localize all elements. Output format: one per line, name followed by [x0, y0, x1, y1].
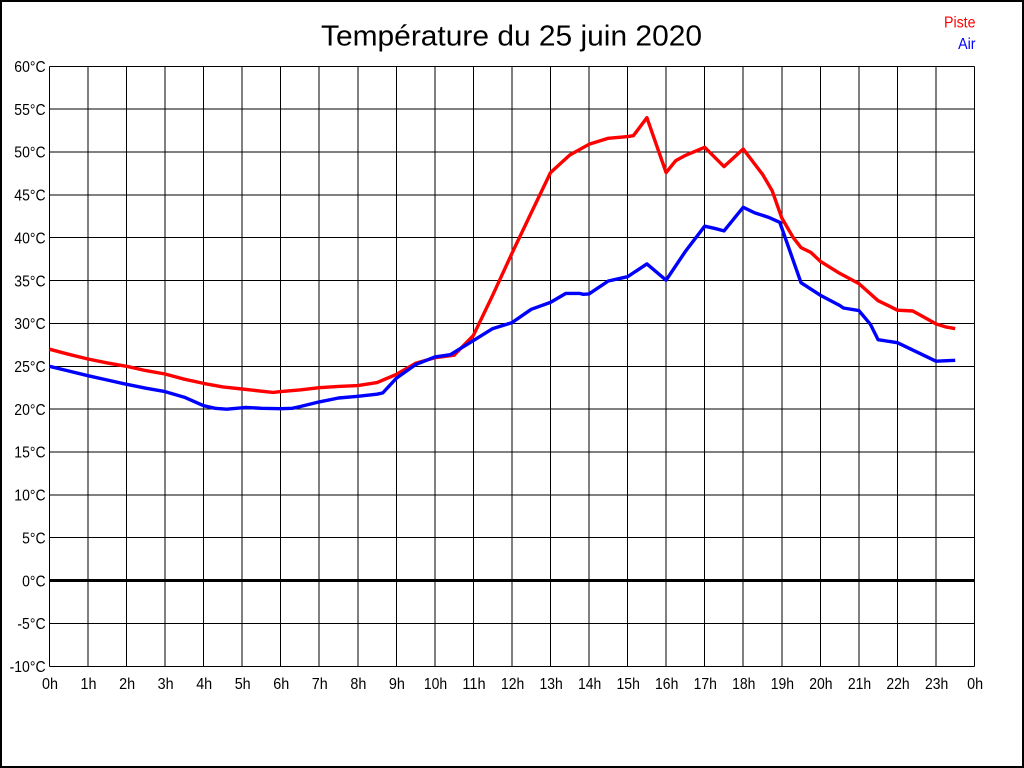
- svg-text:8h: 8h: [350, 676, 366, 693]
- svg-text:4h: 4h: [196, 676, 212, 693]
- svg-text:16h: 16h: [655, 676, 678, 693]
- svg-text:14h: 14h: [578, 676, 601, 693]
- svg-text:25°C: 25°C: [14, 359, 45, 376]
- svg-text:0°C: 0°C: [22, 573, 46, 590]
- svg-text:5°C: 5°C: [22, 530, 46, 547]
- svg-text:Température du 25 juin 2020: Température du 25 juin 2020: [321, 20, 702, 52]
- svg-text:60°C: 60°C: [14, 59, 45, 76]
- svg-text:19h: 19h: [771, 676, 794, 693]
- svg-text:0h: 0h: [42, 676, 58, 693]
- svg-text:22h: 22h: [886, 676, 909, 693]
- svg-text:2h: 2h: [119, 676, 135, 693]
- svg-text:7h: 7h: [312, 676, 328, 693]
- svg-text:1h: 1h: [81, 676, 97, 693]
- svg-text:0h: 0h: [967, 676, 983, 693]
- svg-text:12h: 12h: [501, 676, 524, 693]
- svg-text:3h: 3h: [158, 676, 174, 693]
- svg-text:35°C: 35°C: [14, 273, 45, 290]
- svg-text:23h: 23h: [925, 676, 948, 693]
- svg-text:-5°C: -5°C: [17, 616, 45, 633]
- svg-text:5h: 5h: [235, 676, 251, 693]
- svg-text:40°C: 40°C: [14, 230, 45, 247]
- svg-text:21h: 21h: [848, 676, 871, 693]
- svg-text:15°C: 15°C: [14, 445, 45, 462]
- svg-text:11h: 11h: [462, 676, 485, 693]
- svg-text:50°C: 50°C: [14, 145, 45, 162]
- svg-text:17h: 17h: [694, 676, 717, 693]
- svg-text:10°C: 10°C: [14, 488, 45, 505]
- svg-text:18h: 18h: [732, 676, 755, 693]
- svg-text:9h: 9h: [389, 676, 405, 693]
- svg-text:Air: Air: [958, 36, 975, 53]
- svg-text:55°C: 55°C: [14, 102, 45, 119]
- svg-text:30°C: 30°C: [14, 316, 45, 333]
- svg-text:Piste: Piste: [944, 15, 976, 32]
- svg-text:6h: 6h: [273, 676, 289, 693]
- svg-text:-10°C: -10°C: [10, 659, 46, 676]
- svg-text:45°C: 45°C: [14, 188, 45, 205]
- svg-text:10h: 10h: [424, 676, 447, 693]
- svg-text:20°C: 20°C: [14, 402, 45, 419]
- svg-text:20h: 20h: [809, 676, 832, 693]
- svg-text:13h: 13h: [539, 676, 562, 693]
- svg-text:15h: 15h: [617, 676, 640, 693]
